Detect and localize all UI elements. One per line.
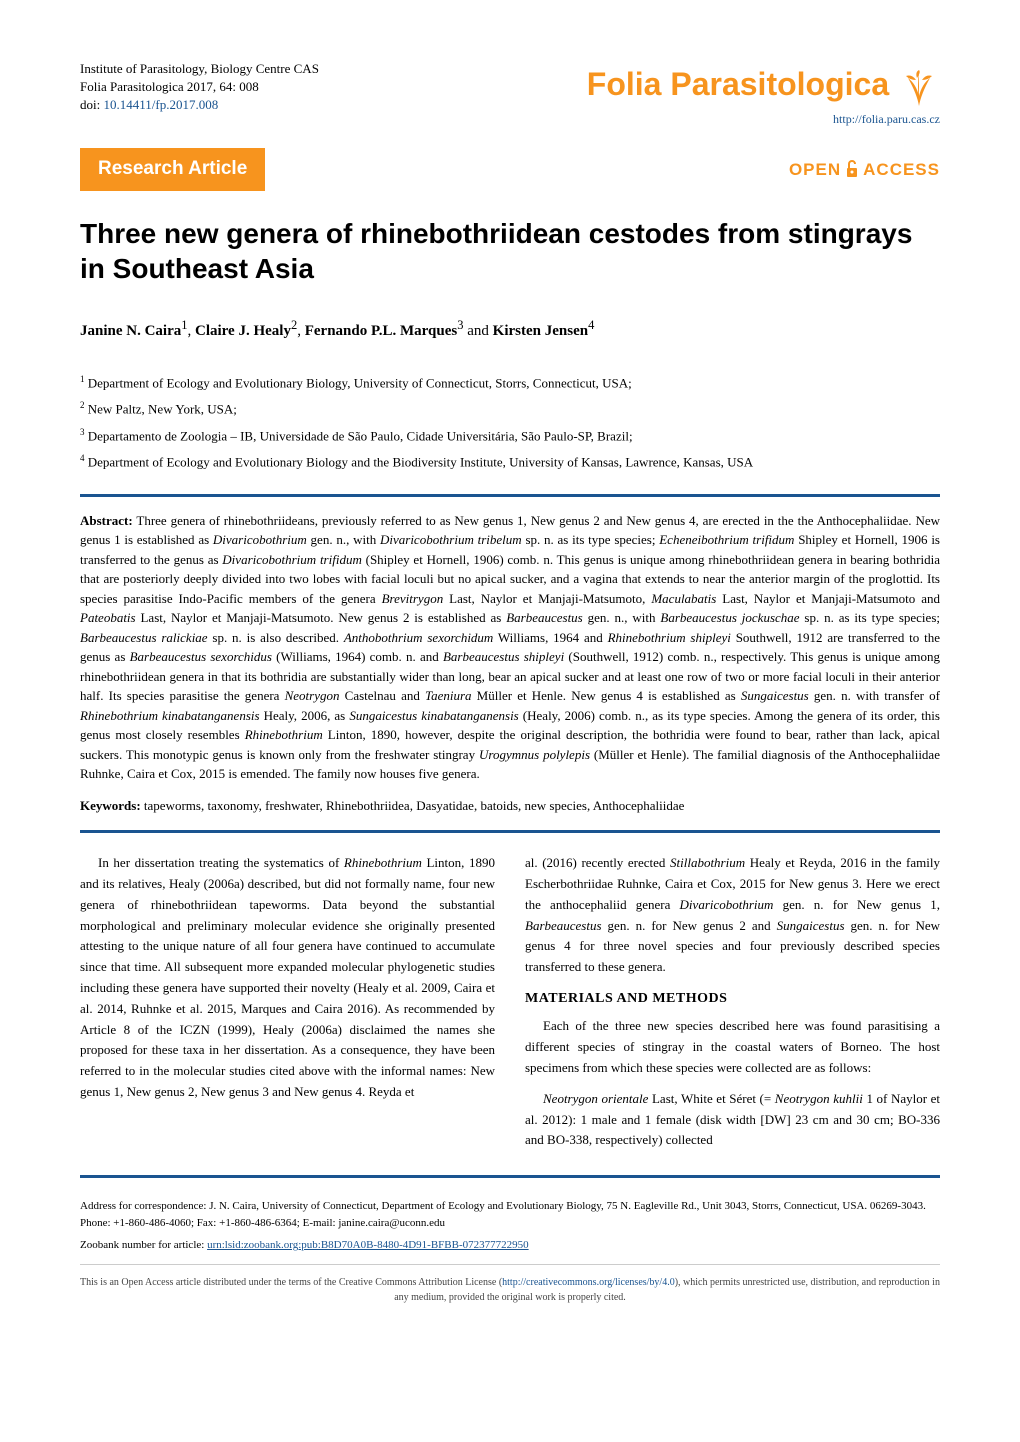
body-columns: In her dissertation treating the systema… xyxy=(80,853,940,1161)
bottom-rule xyxy=(80,1175,940,1178)
journal-name-text: Folia Parasitologica xyxy=(587,66,889,102)
mid-rule xyxy=(80,830,940,833)
abstract-block: Abstract: Three genera of rhinebothriide… xyxy=(80,511,940,784)
authors-line: Janine N. Caira1, Claire J. Healy2, Fern… xyxy=(80,316,940,343)
header-left: Institute of Parasitology, Biology Centr… xyxy=(80,60,587,115)
affiliation-row: 4 Department of Ecology and Evolutionary… xyxy=(80,451,940,473)
header-right: Folia Parasitologica http://folia.paru.c… xyxy=(587,60,940,128)
citation-line: Folia Parasitologica 2017, 64: 008 xyxy=(80,78,587,96)
open-access-badge: OPEN ACCESS xyxy=(789,157,940,183)
doi-link[interactable]: 10.14411/fp.2017.008 xyxy=(103,97,218,112)
zoobank-label: Zoobank number for article: xyxy=(80,1239,207,1251)
article-type-badge: Research Article xyxy=(80,148,265,191)
affiliation-row: 1 Department of Ecology and Evolutionary… xyxy=(80,372,940,394)
keywords-block: Keywords: tapeworms, taxonomy, freshwate… xyxy=(80,796,940,816)
correspondence-block: Address for correspondence: J. N. Caira,… xyxy=(80,1198,940,1254)
journal-url-link[interactable]: http://folia.paru.cas.cz xyxy=(833,110,940,128)
access-text: ACCESS xyxy=(863,157,940,183)
license-block: This is an Open Access article distribut… xyxy=(80,1275,940,1305)
doi-line: doi: 10.14411/fp.2017.008 xyxy=(80,96,587,114)
abstract-label: Abstract: xyxy=(80,513,133,528)
article-type-row: Research Article OPEN ACCESS xyxy=(80,148,940,191)
open-access-icon xyxy=(845,159,859,179)
affiliation-row: 3 Departamento de Zoologia – IB, Univers… xyxy=(80,425,940,447)
correspondence-text: Address for correspondence: J. N. Caira,… xyxy=(80,1198,940,1231)
journal-logo: Folia Parasitologica xyxy=(587,60,940,108)
article-title: Three new genera of rhinebothriidean ces… xyxy=(80,216,940,286)
doi-label: doi: xyxy=(80,97,103,112)
page-header: Institute of Parasitology, Biology Centr… xyxy=(80,60,940,128)
keywords-label: Keywords: xyxy=(80,798,141,813)
zoobank-line: Zoobank number for article: urn:lsid:zoo… xyxy=(80,1237,940,1254)
license-rule xyxy=(80,1264,940,1265)
body-right-column: al. (2016) recently erected Stillabothri… xyxy=(525,853,940,1161)
leaf-icon xyxy=(898,66,940,108)
keywords-text: tapeworms, taxonomy, freshwater, Rhinebo… xyxy=(144,798,685,813)
open-text: OPEN xyxy=(789,157,841,183)
affiliations-block: 1 Department of Ecology and Evolutionary… xyxy=(80,372,940,474)
institute-line: Institute of Parasitology, Biology Centr… xyxy=(80,60,587,78)
materials-methods-heading: MATERIALS AND METHODS xyxy=(525,988,940,1010)
affiliation-row: 2 New Paltz, New York, USA; xyxy=(80,398,940,420)
zoobank-link[interactable]: urn:lsid:zoobank.org:pub:B8D70A0B-8480-4… xyxy=(207,1239,529,1251)
body-left-column: In her dissertation treating the systema… xyxy=(80,853,495,1161)
top-rule xyxy=(80,494,940,497)
abstract-text: Three genera of rhinebothriideans, previ… xyxy=(80,513,940,782)
